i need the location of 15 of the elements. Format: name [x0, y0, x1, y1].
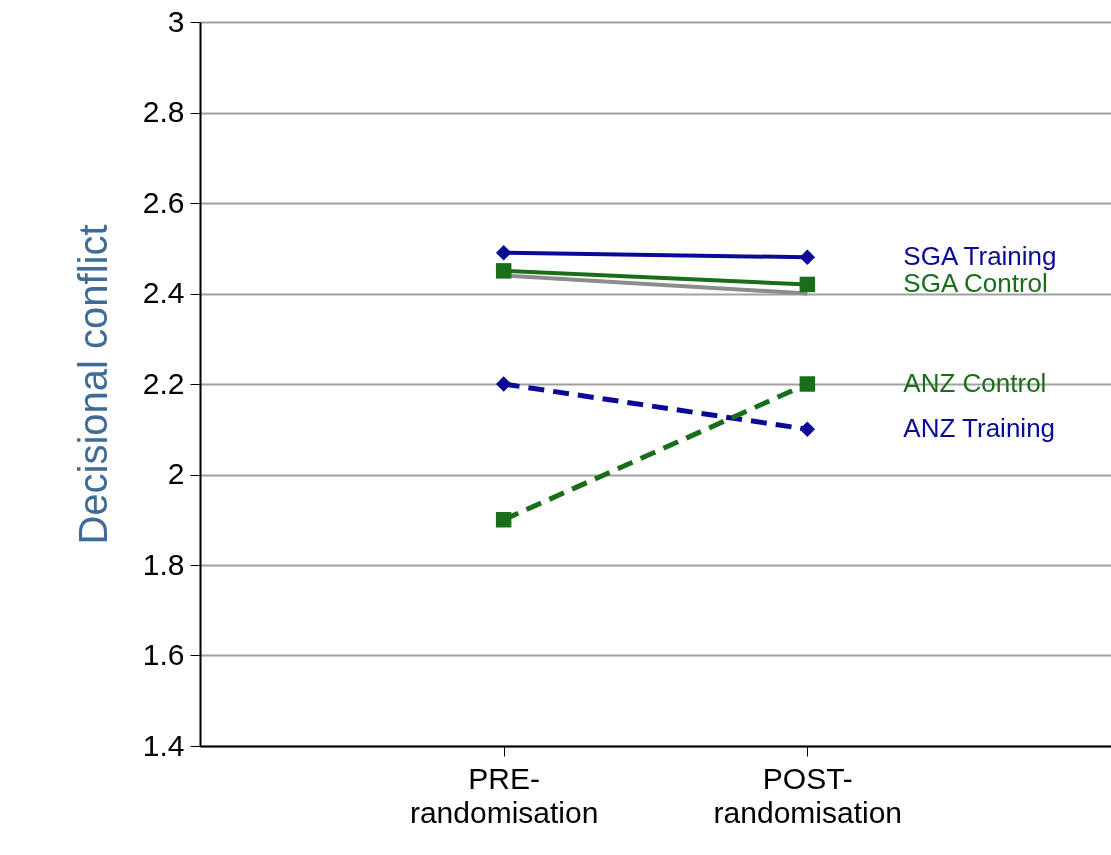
y-tick-label: 1.8	[142, 547, 185, 581]
y-tick-label: 3	[167, 4, 185, 38]
y-tick-label: 1.4	[142, 728, 185, 762]
x-tick-label: PRE-randomisation	[409, 761, 599, 829]
y-tick-label: 2.8	[142, 95, 185, 128]
text: ANZ Training	[903, 413, 1056, 444]
text: SGA Training	[903, 241, 1057, 272]
y-axis-title: Decisional conflict	[70, 224, 115, 545]
y-tick-label: 2.2	[142, 366, 185, 400]
x-tick-label: POST-randomisation	[713, 761, 903, 829]
y-tick-label: 2.6	[142, 185, 185, 219]
y-tick-label: 1.6	[142, 638, 185, 671]
text: ANZ Control	[903, 368, 1047, 398]
y-tick-label: 2	[167, 457, 185, 490]
y-tick-label: 2.4	[142, 276, 185, 309]
